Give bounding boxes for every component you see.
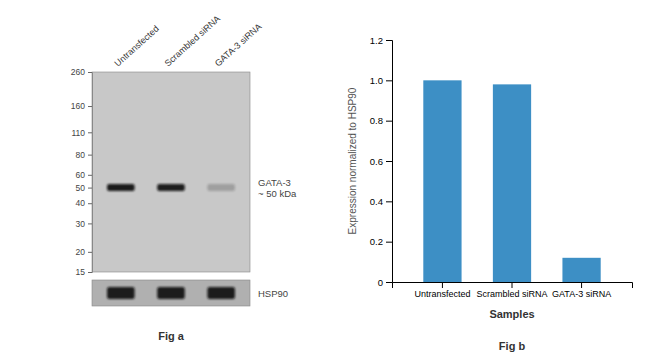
y-axis-tick: 0.2: [370, 236, 392, 247]
band-label: HSP90: [258, 288, 288, 299]
blot-band: [207, 184, 235, 191]
marker-axis-tick: 15: [76, 267, 92, 277]
blot-panel: GATA-3~ 50 kDa HSP90 260 160 110 80 60 50 40 30 20…: [71, 14, 297, 342]
marker-axis-tick-mark: [88, 132, 92, 133]
x-axis-tick-label: Scrambled siRNA: [476, 289, 547, 299]
blot-band: [107, 184, 135, 191]
y-axis-tick: 1.2: [370, 35, 392, 46]
x-axis-tick: GATA-3 siRNA: [552, 282, 611, 299]
y-axis-tick-mark: [386, 201, 392, 202]
y-axis-tick-label: 1.0: [370, 75, 383, 86]
marker-axis-tick-mark: [88, 203, 92, 204]
marker-axis-tick-mark: [88, 223, 92, 224]
x-axis-tick-mark: [581, 282, 582, 288]
marker-axis-tick-mark: [88, 188, 92, 189]
x-axis-line: [393, 283, 633, 289]
y-axis-tick-mark: [386, 282, 392, 283]
marker-axis-tick-mark: [88, 252, 92, 253]
y-axis-tick-label: 0.4: [370, 196, 383, 207]
blot-band: [157, 184, 185, 191]
y-axis-tick: 0.6: [370, 156, 392, 167]
figure: GATA-3~ 50 kDa HSP90 260 160 110 80 60 50 40 30 20…: [0, 0, 650, 364]
marker-axis-tick-mark: [88, 72, 92, 73]
x-axis-tick-label: Untransfected: [414, 289, 470, 299]
y-axis-tick-label: 0: [378, 277, 383, 288]
bar: [493, 84, 531, 282]
marker-axis: 260 160 110 80 60 50 40 30 20 15: [71, 67, 93, 277]
bar: [562, 258, 600, 282]
marker-axis-tick: 160: [71, 101, 92, 111]
marker-axis-tick-label: 15: [76, 267, 86, 277]
marker-axis-tick: 260: [71, 67, 92, 77]
marker-axis-tick: 50: [76, 183, 92, 193]
loading-control-band: [157, 287, 185, 299]
marker-axis-tick-label: 30: [76, 219, 86, 229]
y-axis-tick-mark: [386, 80, 392, 81]
band-label: GATA-3~ 50 kDa: [258, 177, 297, 199]
marker-axis-tick: 40: [76, 198, 92, 208]
marker-axis-tick: 60: [76, 170, 92, 180]
x-axis: Untransfected Scrambled siRNA GATA-3 siRNA: [393, 282, 633, 299]
x-axis-tick-mark: [512, 282, 513, 288]
y-axis: 0 0.2 0.4 0.6 0.8 1.0 1.2: [370, 35, 393, 288]
marker-axis-tick-mark: [88, 155, 92, 156]
y-axis-tick-mark: [386, 40, 392, 41]
marker-axis-tick: 110: [71, 128, 92, 138]
marker-axis-tick-label: 50: [76, 183, 86, 193]
y-axis-tick-mark: [386, 161, 392, 162]
bars: [423, 80, 600, 282]
lane-label: Untransfected: [112, 24, 160, 69]
bar-panel: 0 0.2 0.4 0.6 0.8 1.0 1.2 Untransfected Scramble…: [347, 35, 633, 352]
y-axis-tick-label: 0.8: [370, 115, 383, 126]
y-axis-tick-label: 0.2: [370, 236, 383, 247]
panel-caption: Fig a: [158, 330, 185, 342]
marker-axis-tick-mark: [88, 175, 92, 176]
marker-axis-tick: 20: [76, 247, 92, 257]
y-axis-tick-label: 1.2: [370, 35, 383, 46]
marker-axis-tick-label: 40: [76, 198, 86, 208]
marker-axis-tick-mark: [88, 272, 92, 273]
marker-axis-tick-label: 260: [71, 67, 85, 77]
x-axis-tick-label: GATA-3 siRNA: [552, 289, 611, 299]
x-axis-tick: Scrambled siRNA: [476, 282, 547, 299]
marker-axis-tick-label: 60: [76, 170, 86, 180]
bar: [423, 80, 461, 282]
marker-axis-tick-label: 110: [71, 128, 85, 138]
marker-axis-tick-mark: [88, 106, 92, 107]
x-axis-title: Samples: [489, 308, 534, 320]
lane-label: GATA-3 siRNA: [213, 21, 264, 68]
panel-caption: Fig b: [499, 340, 526, 352]
loading-control-strip: [92, 280, 250, 306]
y-axis-tick-mark: [386, 121, 392, 122]
y-axis-tick: 0.4: [370, 196, 392, 207]
y-axis-tick: 0: [378, 277, 392, 288]
marker-axis-tick-label: 20: [76, 247, 86, 257]
y-axis-tick-mark: [386, 242, 392, 243]
x-axis-tick-mark: [442, 282, 443, 288]
y-axis-tick-label: 0.6: [370, 156, 383, 167]
marker-axis-tick-label: 80: [76, 150, 86, 160]
marker-axis-line: [88, 73, 93, 273]
y-axis-title: Expression normalized to HSP90: [347, 87, 358, 234]
x-axis-tick: Untransfected: [414, 282, 470, 299]
y-axis-tick: 0.8: [370, 115, 392, 126]
y-axis-line: [386, 41, 393, 283]
y-axis-tick: 1.0: [370, 75, 392, 86]
gel: [92, 72, 250, 272]
marker-axis-tick-label: 160: [71, 101, 85, 111]
marker-axis-tick: 80: [76, 150, 92, 160]
loading-control-band: [207, 287, 235, 299]
marker-axis-tick: 30: [76, 219, 92, 229]
loading-control-band: [107, 287, 135, 299]
